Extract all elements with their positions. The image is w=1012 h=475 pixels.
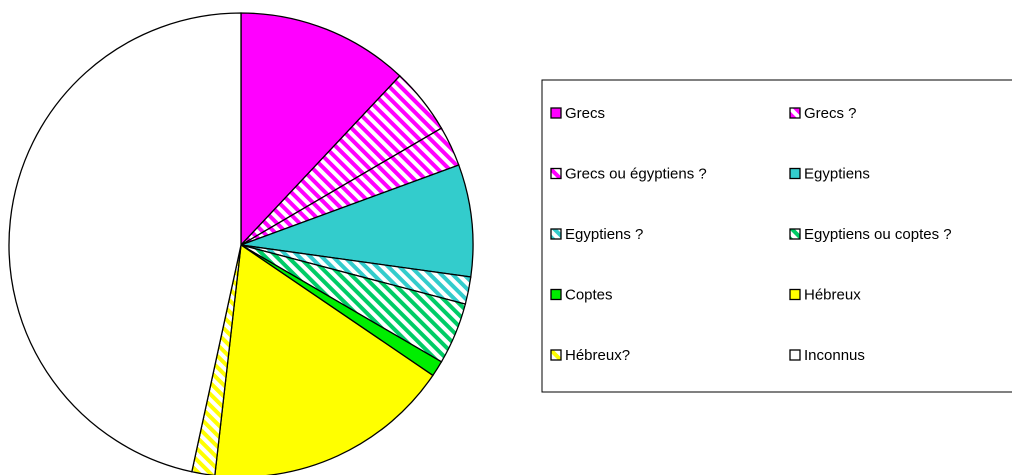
legend-box <box>541 79 1012 393</box>
legend-label: Grecs ? <box>804 105 857 122</box>
pie-slice <box>214 243 434 475</box>
pie-slice <box>8 12 242 473</box>
legend-label: Egyptiens <box>804 165 870 182</box>
legend-marker <box>550 288 562 301</box>
legend-label: Coptes <box>565 286 613 303</box>
legend-marker <box>789 167 801 180</box>
legend-label: Hébreux? <box>565 347 630 364</box>
legend-marker <box>789 107 801 119</box>
legend-marker <box>550 349 562 361</box>
pie-slice <box>240 164 474 278</box>
legend-label: Inconnus <box>804 347 865 364</box>
legend-marker <box>550 107 562 119</box>
legend-label: Grecs <box>565 105 605 122</box>
legend-marker <box>550 228 562 240</box>
legend-label: Grecs ou égyptiens ? <box>565 165 707 182</box>
legend-marker <box>550 167 562 180</box>
legend-marker <box>789 288 801 301</box>
legend-marker <box>789 349 801 361</box>
legend-label: Hébreux <box>804 286 861 303</box>
pie-slice <box>240 12 401 247</box>
legend-label: Egyptiens ? <box>565 226 643 243</box>
legend-label: Egyptiens ou coptes ? <box>804 226 952 243</box>
legend-marker <box>789 228 801 240</box>
